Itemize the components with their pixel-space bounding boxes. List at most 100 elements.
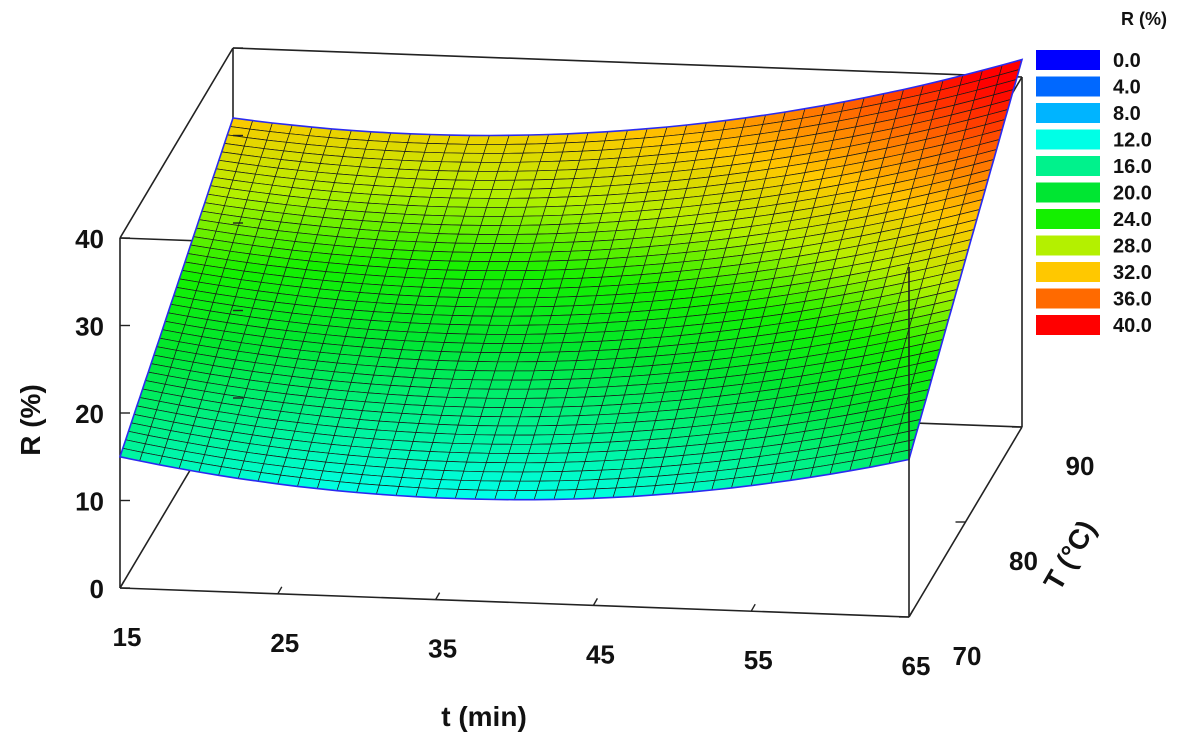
surface-cell — [528, 251, 552, 262]
surface-cell — [522, 143, 547, 154]
surface-cell — [398, 222, 423, 234]
box-edge — [232, 47, 1023, 78]
surface-cell — [455, 297, 479, 308]
surface-cell — [491, 306, 516, 317]
surface-cell — [570, 177, 595, 189]
surface-cell — [536, 480, 561, 491]
surface-cell — [486, 197, 510, 208]
surface-cell — [494, 297, 518, 308]
surface-cell — [519, 215, 544, 226]
surface-cell — [384, 203, 409, 215]
surface-cell — [519, 152, 544, 163]
surface-cell — [522, 269, 547, 281]
surface-cell — [421, 214, 445, 225]
surface-cell — [607, 440, 631, 452]
x-tick-label: 15 — [113, 622, 142, 652]
surface-cell — [609, 431, 634, 443]
surface-cell — [514, 425, 538, 436]
surface-cell — [387, 448, 411, 460]
surface-cell — [401, 213, 426, 225]
surface-cell — [376, 420, 400, 432]
surface-cell — [384, 393, 408, 405]
surface-cell — [559, 405, 583, 417]
surface-cell — [505, 324, 530, 335]
surface-cell — [412, 178, 437, 189]
surface-cell — [533, 360, 558, 372]
surface-cell — [548, 250, 572, 262]
surface-cell — [562, 268, 586, 280]
surface-cell — [452, 369, 476, 381]
surface-cell — [454, 424, 479, 436]
surface-cell — [421, 469, 445, 480]
surface-cell — [471, 370, 496, 381]
surface-cell — [404, 205, 428, 216]
legend-label: 36.0 — [1113, 289, 1152, 311]
surface-cell — [559, 214, 583, 225]
surface-cell — [393, 240, 417, 251]
surface-cell — [522, 462, 546, 473]
surface-cell — [536, 160, 561, 172]
legend-swatch — [1036, 262, 1100, 282]
legend-label: 4.0 — [1113, 77, 1141, 99]
surface-cell — [466, 452, 490, 463]
surface-cell — [491, 179, 516, 190]
surface-cell — [570, 240, 595, 252]
surface-cell — [407, 133, 431, 144]
surface-cell — [421, 405, 445, 416]
surface-cell — [429, 442, 454, 453]
legend-swatch — [1036, 235, 1100, 256]
surface-cell — [500, 343, 524, 353]
surface-cell — [446, 134, 471, 145]
surface-cell — [618, 402, 642, 415]
surface-cell — [384, 141, 409, 152]
surface-cell — [502, 462, 527, 473]
surface-cell — [353, 175, 378, 186]
surface-cell — [438, 224, 462, 235]
surface-cell — [452, 179, 476, 190]
surface-cell — [387, 258, 411, 269]
legend-swatch — [1036, 288, 1100, 309]
surface-cell — [601, 394, 625, 406]
x-tick — [750, 603, 756, 612]
surface-cell — [404, 395, 428, 406]
surface-cell — [412, 368, 437, 379]
surface-cell — [612, 421, 637, 433]
surface-cell — [604, 256, 628, 269]
x-tick — [908, 609, 914, 618]
surface-cell — [384, 330, 409, 342]
surface-cell — [455, 233, 479, 244]
x-axis-title: t (min) — [441, 701, 527, 732]
x-tick-label: 45 — [586, 639, 615, 669]
surface-cell — [556, 350, 580, 362]
surface-cell — [406, 450, 431, 461]
surface-cell — [469, 379, 493, 390]
surface-cell — [395, 231, 420, 243]
surface-cell — [514, 233, 538, 244]
surface-cell — [373, 429, 397, 441]
surface-cell — [488, 188, 513, 199]
surface-cell — [418, 160, 442, 171]
surface-cell — [393, 177, 417, 189]
surface-cell — [381, 212, 406, 224]
z-tick-label: 0 — [90, 574, 104, 604]
surface-cell — [418, 286, 442, 298]
surface-cell — [480, 216, 504, 226]
surface-cell — [401, 276, 425, 288]
legend-title: R (%) — [1121, 9, 1167, 29]
surface-cell — [440, 342, 465, 353]
surface-cell — [595, 413, 620, 425]
surface-cell — [362, 274, 386, 286]
surface-cell — [387, 321, 411, 333]
surface-cell — [601, 202, 626, 214]
legend-swatch — [1036, 182, 1100, 203]
surface-cell — [573, 423, 597, 435]
surface-cell — [457, 415, 482, 426]
surface-cell — [378, 348, 403, 359]
surface-cell — [545, 452, 569, 463]
surface-cell — [457, 351, 482, 362]
surface-cell — [564, 451, 589, 463]
surface-cell — [584, 451, 608, 462]
surface-cell — [497, 416, 521, 427]
surface-cell — [362, 148, 386, 160]
surface-cell — [500, 152, 524, 163]
